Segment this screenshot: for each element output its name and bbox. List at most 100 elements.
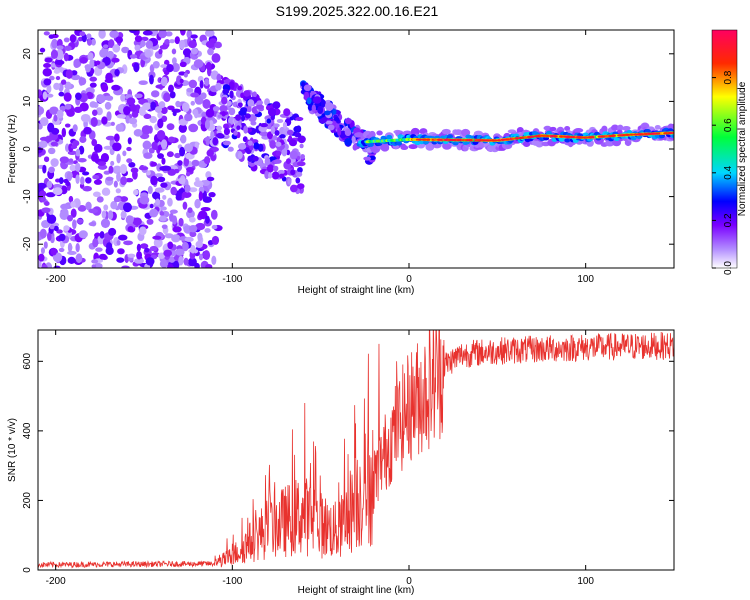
- heatmap-cell: [156, 129, 166, 140]
- heatmap-cell: [380, 143, 390, 152]
- heatmap-cell: [276, 118, 284, 123]
- heatmap-cell: [63, 92, 72, 102]
- heatmap-cell: [40, 195, 46, 203]
- heatmap-cell: [38, 190, 47, 198]
- heatmap-cell: [149, 74, 154, 85]
- heatmap-cell: [145, 40, 154, 49]
- heatmap-cell: [160, 139, 168, 150]
- heatmap-cell: [530, 135, 535, 138]
- heatmap-cell: [324, 120, 333, 125]
- heatmap-cell: [186, 87, 194, 93]
- snr-x-tick-label: 100: [577, 576, 594, 587]
- heatmap-cell: [622, 125, 631, 131]
- heatmap-cell: [193, 108, 199, 119]
- heatmap-cell: [39, 47, 46, 53]
- heatmap-cell: [249, 144, 254, 151]
- heatmap-cell: [198, 191, 203, 202]
- heatmap-cell: [102, 44, 109, 49]
- heatmap-cell: [211, 53, 221, 63]
- heatmap-cell: [117, 234, 128, 241]
- heatmap-cell: [180, 30, 186, 36]
- heatmap-cell: [66, 215, 74, 222]
- heatmap-cell: [167, 241, 174, 250]
- heatmap-cell: [188, 225, 198, 233]
- heatmap-cell: [70, 74, 81, 81]
- heatmap-cell: [104, 101, 112, 110]
- heatmap-cell: [112, 165, 122, 174]
- heatmap-cell: [269, 140, 277, 149]
- heatmap-cell: [320, 98, 326, 108]
- heatmap-cell: [46, 214, 57, 224]
- heatmap-cell: [50, 49, 59, 59]
- heatmap-cell: [38, 123, 43, 130]
- heatmap-cell: [64, 45, 72, 51]
- heatmap-cell: [549, 126, 557, 132]
- heatmap-cell: [153, 237, 163, 248]
- colorbar-ticks: 0.0 0.2 0.4 0.6 0.8: [712, 70, 734, 275]
- heatmap-cell: [195, 222, 206, 231]
- heatmap-cell: [187, 207, 193, 214]
- heatmap-cell: [289, 150, 298, 160]
- heatmap-cell: [332, 108, 337, 115]
- colorbar: 0.0 0.2 0.4 0.6 0.8 Normalized spectral ampl…: [711, 29, 748, 275]
- heatmap-cell: [51, 38, 58, 49]
- snr-y-axis-label: SNR (10 * v/v): [7, 418, 18, 482]
- heatmap-cell: [183, 156, 190, 167]
- heatmap-cell: [64, 81, 72, 90]
- heatmap-cell: [93, 143, 103, 153]
- heatmap-cell: [108, 39, 115, 49]
- heatmap-cell: [53, 69, 61, 74]
- heatmap-cell: [140, 243, 149, 249]
- heatmap-cell: [44, 201, 50, 207]
- heatmap-cell: [275, 150, 282, 157]
- heatmap-cell: [270, 125, 275, 135]
- colorbar-label: Normalized spectral amplitude: [737, 81, 748, 216]
- heatmap-cell: [38, 182, 47, 190]
- heatmap-cell: [142, 30, 153, 36]
- heatmap-cell: [299, 143, 304, 149]
- heatmap-cell: [132, 217, 142, 226]
- heatmap-cell: [41, 207, 51, 214]
- spectrogram-y-tick-label: -20: [22, 237, 33, 252]
- heatmap-cell: [288, 139, 298, 147]
- heatmap-cell: [98, 253, 107, 260]
- heatmap-cell: [128, 162, 136, 168]
- heatmap-cell: [222, 88, 230, 95]
- snr-frame: [37, 329, 675, 571]
- snr-y-tick-label: 400: [22, 422, 33, 439]
- heatmap-cell: [88, 208, 98, 214]
- heatmap-cell: [60, 203, 70, 210]
- heatmap-cell: [207, 48, 214, 56]
- heatmap-cell: [523, 136, 528, 139]
- heatmap-cell: [155, 173, 163, 178]
- heatmap-cell: [306, 97, 312, 105]
- heatmap-cell: [65, 69, 73, 79]
- heatmap-cell: [210, 209, 218, 220]
- heatmap-cell: [198, 253, 204, 261]
- heatmap-cell: [195, 240, 203, 249]
- heatmap-cell: [129, 54, 138, 59]
- heatmap-cell: [45, 192, 56, 198]
- heatmap-cell: [145, 257, 155, 266]
- heatmap-cell: [79, 56, 88, 64]
- heatmap-cell: [452, 138, 457, 142]
- heatmap-cell: [286, 129, 294, 136]
- heatmap-cell: [179, 78, 184, 84]
- heatmap-cell: [120, 210, 127, 219]
- heatmap-cell: [671, 133, 674, 138]
- heatmap-cell: [108, 227, 117, 236]
- heatmap-cell: [226, 100, 232, 107]
- snr-ticks: -200 -100 0 100 0 200 400 600: [22, 330, 674, 587]
- heatmap-cell: [82, 171, 90, 176]
- heatmap-cell: [75, 253, 83, 264]
- heatmap-cell: [68, 158, 74, 163]
- heatmap-cell: [279, 134, 286, 139]
- heatmap-cell: [58, 91, 65, 97]
- heatmap-cell: [122, 202, 132, 213]
- heatmap-cell: [86, 38, 92, 46]
- heatmap-cell: [573, 128, 584, 133]
- heatmap-cell: [215, 82, 222, 91]
- heatmap-cell: [311, 104, 316, 113]
- heatmap-cell: [48, 34, 55, 39]
